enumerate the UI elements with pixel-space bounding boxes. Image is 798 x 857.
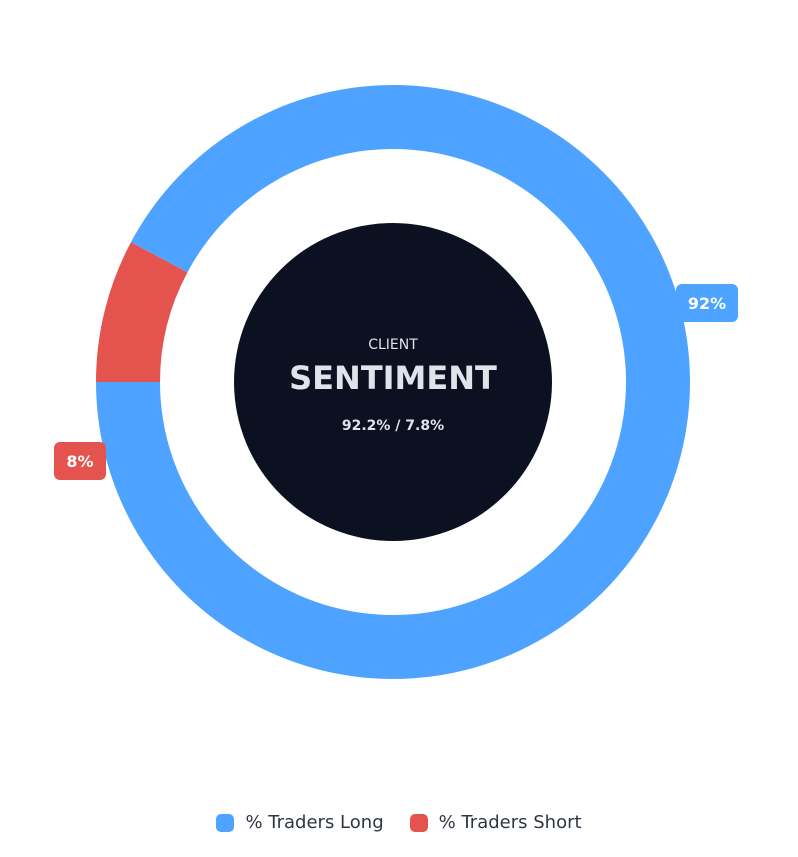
slice-short[interactable]: [96, 242, 188, 382]
slice-label-short-box: [54, 442, 106, 480]
legend-item-short[interactable]: % Traders Short: [409, 812, 582, 833]
donut-chart-svg: CLIENT SENTIMENT 92.2% / 7.8% 92% 8%: [54, 84, 738, 679]
legend-label-short: % Traders Short: [438, 812, 582, 833]
center-title: SENTIMENT: [289, 359, 497, 397]
legend-swatch-long: [216, 813, 235, 832]
center-subtitle: CLIENT: [368, 337, 418, 353]
slice-label-long-box: [676, 284, 738, 322]
slice-label-short-text: 8%: [66, 452, 93, 471]
slice-labels-layer: 92% 8%: [54, 284, 738, 480]
center-ratio: 92.2% / 7.8%: [342, 418, 444, 434]
legend-item-long[interactable]: % Traders Long: [216, 812, 384, 833]
center-disc: [234, 223, 552, 541]
slice-label-long: 92%: [676, 284, 738, 322]
slices-layer: [96, 84, 690, 679]
legend-swatch-short: [409, 813, 428, 832]
legend-label-long: % Traders Long: [245, 812, 384, 833]
legend: % Traders Long % Traders Short: [0, 812, 798, 833]
slice-label-long-text: 92%: [688, 294, 726, 313]
slice-label-short: 8%: [54, 442, 106, 480]
